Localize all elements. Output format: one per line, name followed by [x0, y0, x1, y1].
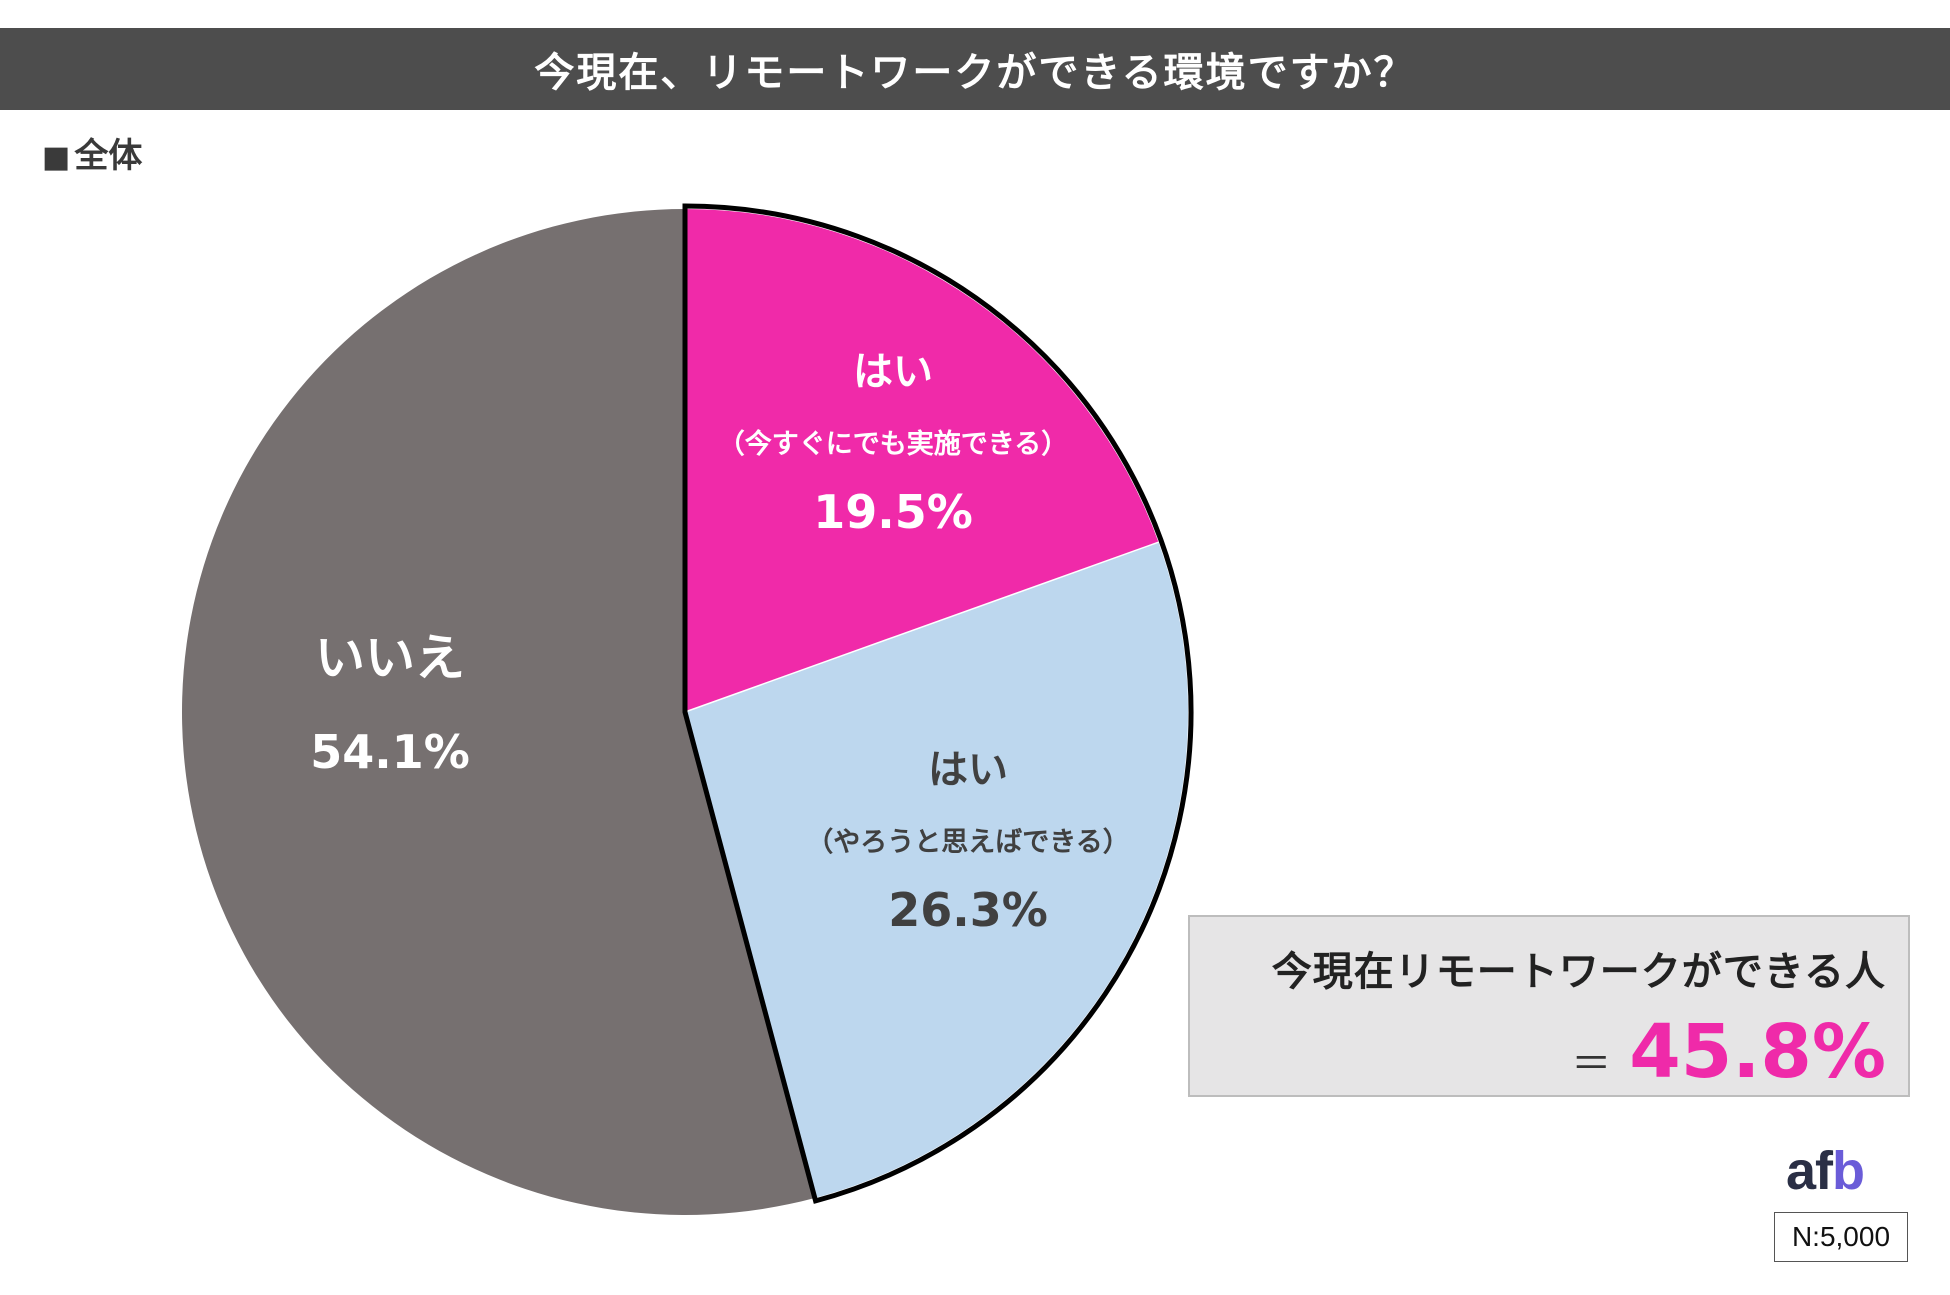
- summary-value: 45.8%: [1629, 1009, 1886, 1095]
- chart-title: 今現在、リモートワークができる環境ですか？: [0, 28, 1950, 110]
- slice-2-sublabel: （やろうと思えばできる）: [806, 827, 1129, 858]
- summary-result: ＝ 45.8%: [1571, 1009, 1886, 1095]
- slice-1-value: 19.5%: [813, 485, 973, 539]
- slice-1-label: はい: [853, 349, 933, 395]
- equals-sign: ＝: [1571, 1041, 1612, 1087]
- sample-size: N:5,000: [1774, 1212, 1908, 1262]
- slice-separator: [684, 541, 1159, 713]
- logo-text: af: [1786, 1141, 1833, 1201]
- afb-logo: afb: [1786, 1140, 1865, 1202]
- pie-slice-3: [181, 209, 815, 1215]
- slice-2-value: 26.3%: [888, 883, 1048, 937]
- logo-accent: b: [1832, 1141, 1865, 1201]
- slice-3-label: いいえ: [315, 629, 465, 687]
- highlight-outline: [682, 203, 1194, 1204]
- slice-2-label: はい: [928, 747, 1008, 793]
- slice-3-value: 54.1%: [310, 725, 470, 779]
- summary-caption: 今現在リモートワークができる人: [1271, 949, 1886, 995]
- pie-slice-1: [685, 209, 1159, 712]
- square-marker-icon: ■: [42, 140, 71, 175]
- pie-slice-2: [685, 542, 1188, 1198]
- summary-box: 今現在リモートワークができる人 ＝ 45.8%: [1188, 915, 1910, 1097]
- slice-1-sublabel: （今すぐにでも実施できる）: [718, 428, 1068, 460]
- subset-label: ■ 全体: [42, 128, 142, 177]
- subset-text: 全体: [74, 136, 143, 176]
